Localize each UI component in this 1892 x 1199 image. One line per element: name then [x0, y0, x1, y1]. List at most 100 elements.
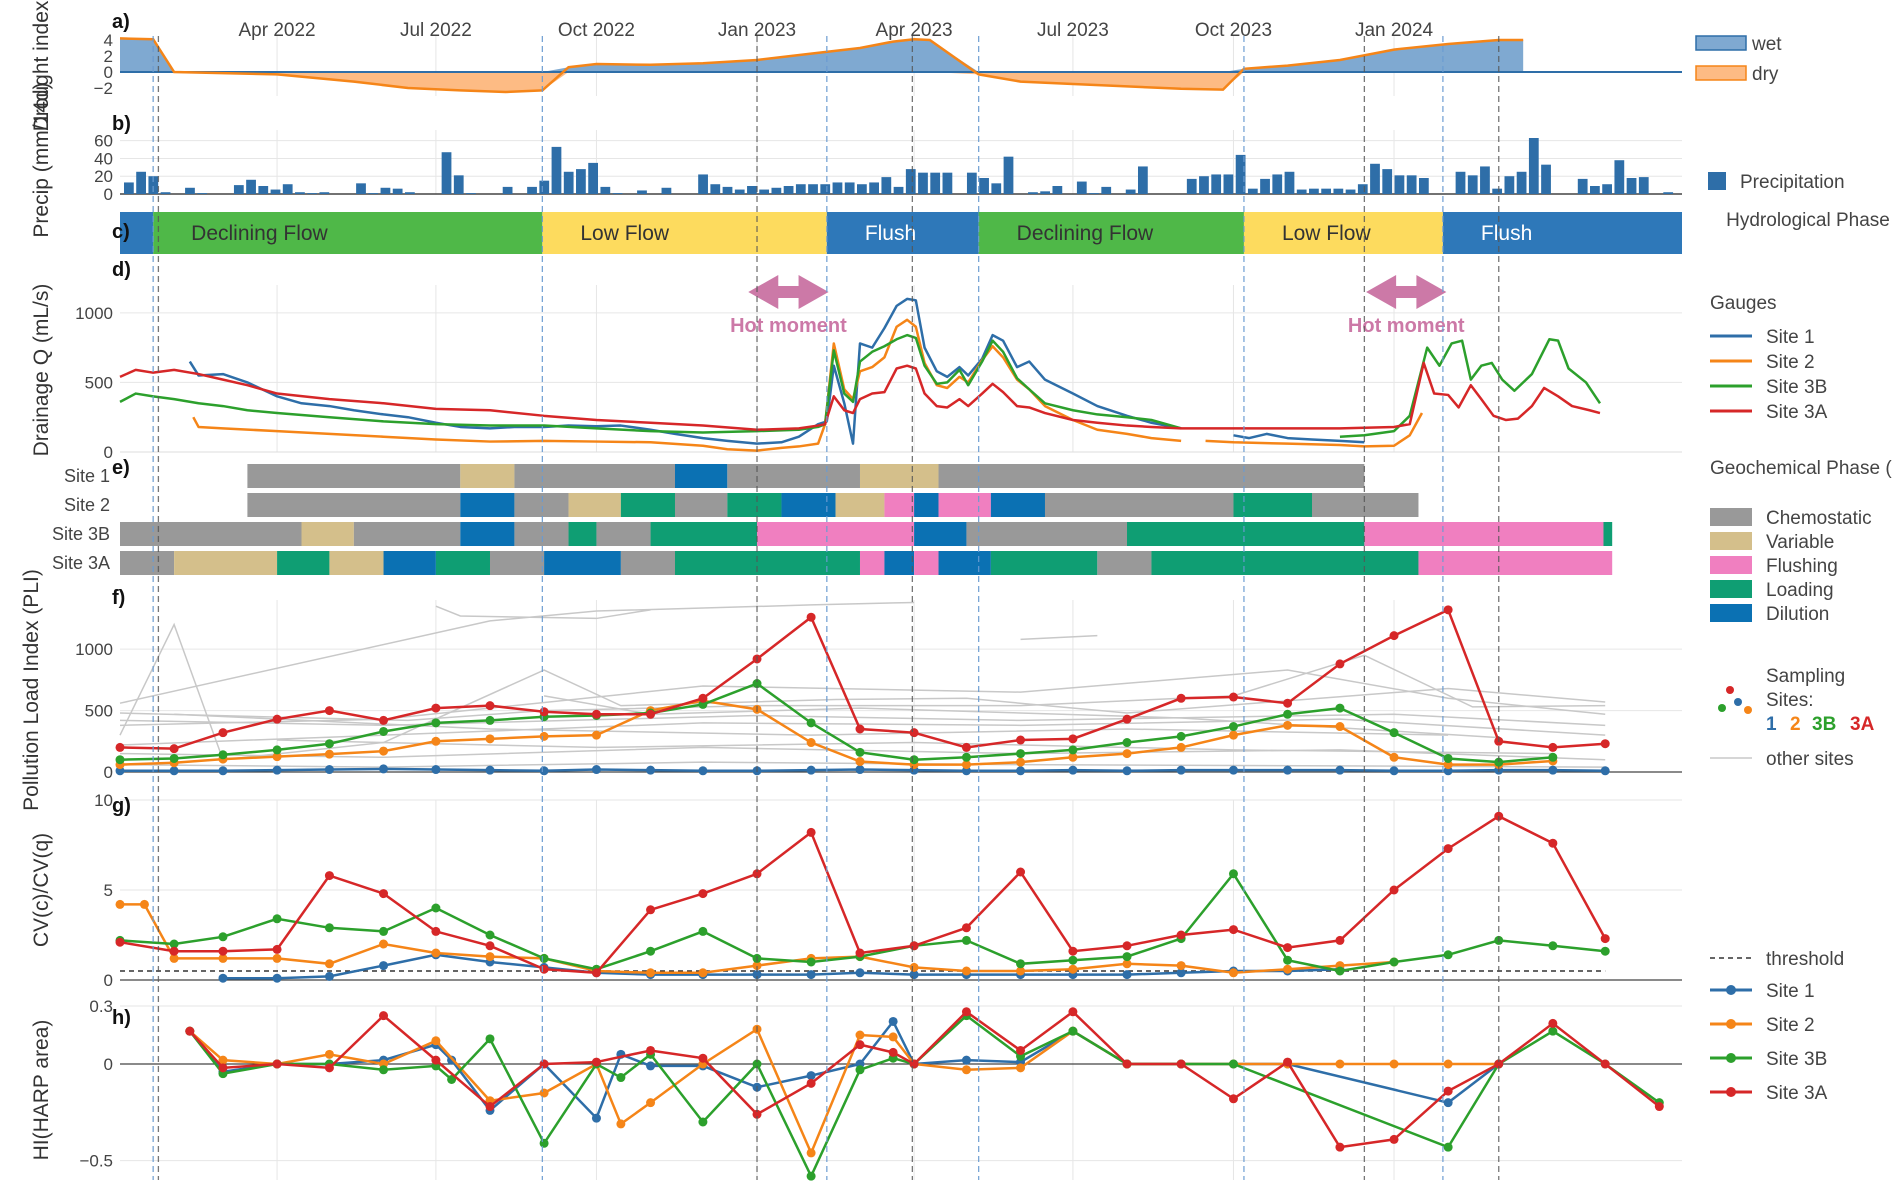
precip-bar	[1480, 166, 1490, 194]
cv-point	[218, 973, 228, 983]
y-tick-label: −0.5	[79, 1152, 113, 1171]
precip-bar	[1504, 176, 1515, 194]
precip-bar	[832, 182, 843, 194]
pli-point	[961, 742, 971, 752]
pli-point	[855, 765, 865, 775]
hi-point	[1283, 1057, 1293, 1067]
geochem-block	[727, 464, 860, 488]
precip-bar	[197, 193, 208, 194]
geochem-block	[674, 464, 728, 488]
legend-swatch-dry	[1695, 65, 1747, 81]
precip-bar	[1186, 178, 1197, 194]
legend-marker	[1726, 1087, 1736, 1097]
pli-point	[1068, 734, 1078, 744]
legend-label-category: Variable	[1766, 532, 1834, 553]
legend-label-series: Site 3A	[1766, 1083, 1828, 1104]
geochem-block	[1312, 493, 1419, 517]
cv-point	[431, 903, 441, 913]
precip-bar	[1321, 188, 1332, 194]
cv-point	[1548, 941, 1558, 951]
legend-label-series: Site 3B	[1766, 377, 1827, 398]
phase-label: Flush	[865, 222, 916, 245]
pli-point	[806, 612, 816, 622]
legend-label-series: Site 2	[1766, 1015, 1815, 1036]
pli-point	[1283, 709, 1293, 719]
phase-block	[1442, 212, 1682, 254]
precip-bar	[1040, 191, 1051, 194]
cv-point	[1122, 970, 1132, 980]
precip-bar	[539, 180, 550, 194]
precip-bar	[747, 186, 757, 194]
geochem-block	[938, 493, 991, 517]
precip-bar	[1528, 138, 1539, 194]
cv-point	[1016, 966, 1026, 976]
pli-point	[1389, 752, 1399, 762]
geochem-block	[544, 551, 621, 575]
geochem-block	[247, 464, 461, 488]
hi-point	[888, 1047, 898, 1057]
geochem-block	[514, 493, 569, 517]
pli-point	[1600, 739, 1610, 749]
precip-bar	[1492, 188, 1503, 194]
cv-point	[855, 948, 865, 958]
precip-bar	[453, 175, 464, 194]
legend-title-line2: Sites:	[1766, 690, 1814, 711]
legend-label-other: other sites	[1766, 749, 1854, 770]
date-tick-label: Oct 2022	[558, 20, 635, 41]
pli-point	[1176, 765, 1186, 775]
hi-point	[485, 1102, 495, 1112]
y-tick-label: 2	[104, 47, 113, 66]
geochem-block	[514, 522, 569, 546]
precip-bar	[1296, 189, 1307, 194]
cv-point	[961, 935, 971, 945]
pli-point	[1176, 693, 1186, 703]
pli-point	[909, 728, 919, 738]
pli-point	[909, 755, 919, 765]
geochem-block	[1418, 551, 1613, 575]
hi-point	[1122, 1059, 1132, 1069]
hi-point	[1389, 1059, 1399, 1069]
precip-bar	[124, 182, 134, 194]
legend-title-line1: Sampling	[1766, 666, 1845, 687]
y-tick-label: 0	[104, 185, 113, 204]
precip-bar	[258, 186, 269, 194]
precip-bar	[576, 169, 586, 194]
pli-point	[1228, 765, 1238, 775]
pli-point	[1283, 698, 1293, 708]
pli-point	[1335, 703, 1345, 713]
pli-point	[591, 765, 601, 775]
hi-point	[539, 1138, 549, 1148]
legend-label-wet: wet	[1751, 34, 1782, 55]
pli-point	[1335, 765, 1345, 775]
cv-point	[539, 964, 549, 974]
precip-bar	[759, 189, 770, 194]
cv-point	[115, 937, 125, 947]
cv-point	[591, 968, 601, 978]
pli-point	[169, 744, 179, 754]
cv-point	[806, 827, 816, 837]
pli-point	[1335, 722, 1345, 732]
geochem-block	[859, 464, 939, 488]
hot-moment-arrow-head-right	[1416, 275, 1447, 309]
pli-point	[646, 709, 656, 719]
hi-point	[539, 1088, 549, 1098]
precip-bar	[918, 172, 928, 194]
pli-point	[1016, 766, 1026, 776]
cv-point	[752, 961, 762, 971]
legend-marker	[1726, 985, 1736, 995]
hi-point	[591, 1057, 601, 1067]
precip-bar	[930, 172, 941, 194]
geochem-block	[1044, 493, 1234, 517]
date-tick-label: Jul 2022	[400, 20, 472, 41]
pli-point	[1335, 659, 1345, 669]
cv-point	[169, 946, 179, 956]
geochem-block	[727, 493, 782, 517]
pli-point	[431, 765, 441, 775]
hi-point	[1443, 1098, 1453, 1108]
pli-point	[485, 701, 495, 711]
legend-marker	[1726, 1053, 1736, 1063]
pli-point	[169, 753, 179, 763]
precip-bar	[808, 184, 818, 194]
geochem-block	[460, 522, 515, 546]
